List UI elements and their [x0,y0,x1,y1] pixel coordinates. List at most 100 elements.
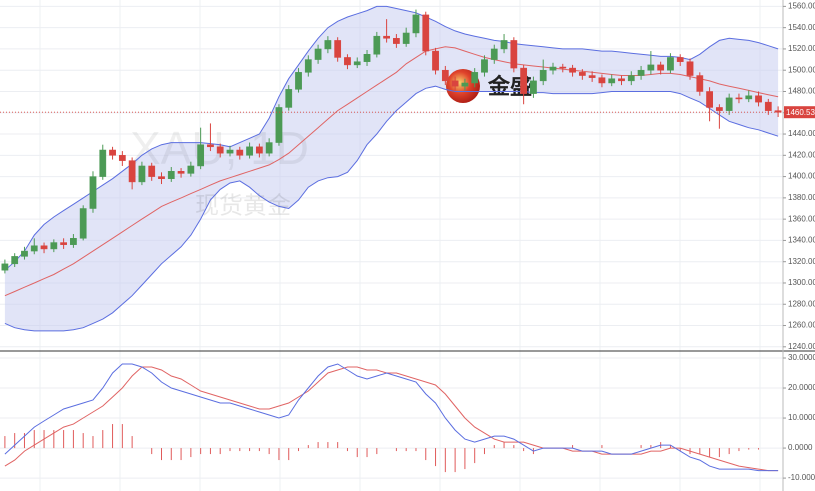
candle-body [686,61,694,76]
band-fill [4,6,779,331]
candle-body [158,176,165,179]
candle-body [118,155,126,161]
candle-body [432,50,439,71]
candle-body [745,95,753,100]
candle-body [569,67,576,73]
signal-line [4,366,779,472]
y-tick-label: -10.0000 [788,473,815,482]
y-tick-label: 20.0000 [788,383,815,392]
y-tick-label: 1540.00 [788,23,815,32]
candle-body [764,101,772,111]
candle-body [216,146,224,154]
candle-body [344,57,351,66]
candle-body [578,72,586,76]
candle-body [608,78,616,84]
candle-body [588,75,596,78]
watermark-subtitle: 现货黄金 [195,192,291,219]
candle-body [559,66,567,69]
y-tick-label: 1480.00 [788,87,815,96]
candle-body [304,59,312,73]
candle-body [657,64,665,71]
candle-body [715,107,723,111]
y-tick-label: 1440.00 [788,129,815,138]
candle-body [70,238,77,245]
candle-body [441,69,449,82]
candle-body [11,256,19,265]
candle-body [255,146,263,154]
candle-body [598,77,606,84]
candle-body [314,48,322,60]
candle-body [334,40,342,58]
band-lower [4,85,779,332]
y-tick-label: 10.0000 [788,413,815,422]
candle-body [246,146,253,156]
candle-body [265,142,273,154]
candle-body [353,61,361,66]
candle-body [363,54,371,62]
candle-body [637,69,645,76]
y-tick-label: 1520.00 [788,44,815,53]
candle-body [30,245,38,252]
y-tick-label: 1240.00 [788,342,815,351]
candle-body [50,242,58,250]
candle-body [618,78,625,82]
y-tick-label: 1560.00 [788,1,815,10]
candle-body [177,171,185,174]
y-tick-label: 1320.00 [788,257,815,266]
candle-body [422,14,430,52]
candle-body [324,40,332,50]
candle-body [21,250,28,257]
candle-body [89,176,97,209]
y-tick-label: 1500.00 [788,65,815,74]
logo: 金盛 [446,69,532,103]
candle-body [40,245,48,250]
candle-body [520,67,528,94]
candle-body [490,48,498,60]
last-price-label: 1460.53 [786,108,815,117]
y-tick-label: 1300.00 [788,278,815,287]
candle-body [138,165,146,183]
candle-body [481,59,488,73]
candle-body [539,69,547,82]
y-tick-label: 30.0000 [788,353,815,362]
candle-body [549,66,557,71]
candle-body [295,72,302,90]
candle-body [236,149,244,156]
candle-body [402,32,410,44]
candle-body [285,89,293,108]
candle-body [510,40,518,69]
y-tick-label: 1420.00 [788,150,815,159]
candle-body [530,80,537,94]
last-price-badge [784,106,815,119]
macd-line [4,363,779,472]
y-tick-label: 1280.00 [788,299,815,308]
candle-body [226,149,234,154]
candle-body [275,107,283,143]
y-tick-label: 0.0000 [788,443,813,452]
y-tick-label: 1360.00 [788,214,815,223]
candle-body [461,82,469,87]
candle-body [109,149,116,156]
candle-body [451,80,459,87]
candle-body [725,97,733,111]
candle-body [647,64,655,71]
candle-body [99,149,107,177]
candle-body [667,57,674,71]
candle-body [696,75,704,92]
y-tick-label: 1380.00 [788,193,815,202]
candle-body [706,91,713,108]
candle-body [60,242,68,245]
candle-body [373,35,381,55]
candle-body [735,97,743,100]
candle-body [187,165,195,174]
candle-body [471,72,479,84]
candle-body [500,40,508,50]
candle-body [167,171,175,179]
y-tick-label: 1340.00 [788,236,815,245]
candle-body [148,165,156,177]
candle-body [197,144,205,167]
candle-body [676,57,684,62]
band-middle [4,46,779,297]
candle-body [128,160,136,183]
